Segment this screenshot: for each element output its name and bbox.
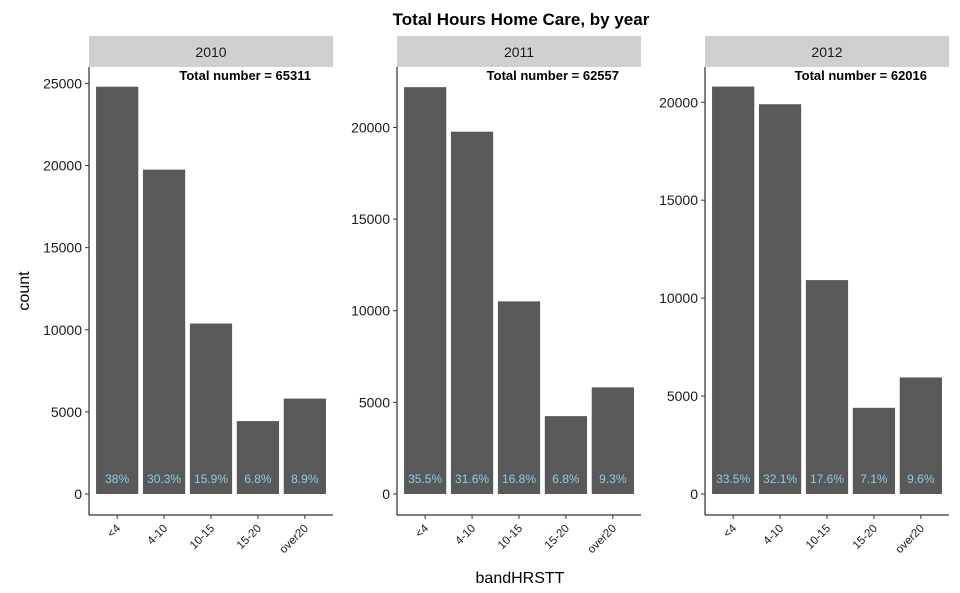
panels: 2010 0 5000 10000 15000 20000 25000 38% <4 30.3% 4…	[43, 36, 949, 556]
y-tick-label: 20000	[351, 119, 390, 135]
panel-2012: 2012 0 5000 10000 15000 20000 33.5% <4 32.1% 4-10…	[659, 36, 949, 556]
x-tick-label: 10-15	[188, 523, 217, 552]
pct-label: 6.8%	[552, 472, 580, 486]
pct-label: 17.6%	[810, 472, 844, 486]
pct-label: 32.1%	[763, 472, 797, 486]
y-tick-label: 0	[690, 486, 698, 502]
x-tick-label: <4	[414, 522, 432, 540]
facet-strip	[89, 36, 333, 67]
total-annotation: Total number = 62557	[487, 68, 619, 83]
x-tick-label: <4	[722, 522, 740, 540]
pct-label: 16.8%	[502, 472, 536, 486]
y-tick-label: 15000	[659, 192, 698, 208]
x-tick-label: 4-10	[453, 523, 478, 548]
y-tick-label: 0	[74, 486, 82, 502]
x-tick-label: <4	[106, 522, 124, 540]
pct-label: 35.5%	[408, 472, 442, 486]
bar-4-10	[142, 169, 186, 494]
facet-label: 2012	[811, 44, 842, 60]
x-tick-label: 15-20	[543, 523, 572, 552]
bar-4-10	[450, 131, 494, 495]
x-tick-label: over20	[586, 523, 619, 556]
y-tick-label: 15000	[351, 211, 390, 227]
bar-15-20	[852, 407, 896, 494]
pct-label: 9.6%	[907, 472, 935, 486]
bar-<4	[712, 86, 755, 494]
y-tick-label: 20000	[659, 94, 698, 110]
facet-label: 2011	[504, 44, 534, 60]
x-tick-label: 15-20	[851, 523, 880, 552]
x-tick-label: over20	[278, 523, 311, 556]
y-tick-label: 10000	[351, 303, 390, 319]
bar-15-20	[236, 421, 280, 494]
y-tick-label: 20000	[43, 158, 82, 174]
bar-<4	[96, 86, 139, 494]
y-tick-label: 5000	[667, 388, 698, 404]
facet-strip	[397, 36, 641, 67]
x-tick-label: 4-10	[761, 523, 786, 548]
panel-2011: 2011 0 5000 10000 15000 20000 35.5% <4 31.6% 4-10…	[351, 36, 641, 556]
pct-label: 9.3%	[599, 472, 627, 486]
bar-over20	[899, 377, 942, 494]
x-axis-title: bandHRSTT	[476, 570, 565, 587]
y-tick-label: 15000	[43, 240, 82, 256]
total-annotation: Total number = 62016	[795, 68, 927, 83]
facet-label: 2010	[195, 44, 226, 60]
pct-label: 30.3%	[147, 472, 181, 486]
facet-strip	[705, 36, 949, 67]
y-tick-label: 10000	[659, 290, 698, 306]
y-tick-label: 25000	[43, 75, 82, 91]
bar-over20	[283, 398, 326, 494]
bar-4-10	[758, 104, 802, 494]
bar-10-15	[497, 301, 541, 494]
panel-2010: 2010 0 5000 10000 15000 20000 25000 38% <4 30.3% 4…	[43, 36, 333, 556]
bar-<4	[404, 87, 447, 494]
x-tick-label: 10-15	[804, 523, 833, 552]
total-annotation: Total number = 65311	[179, 68, 311, 83]
x-tick-label: 15-20	[235, 523, 264, 552]
y-tick-label: 0	[382, 486, 390, 502]
x-tick-label: over20	[894, 523, 927, 556]
pct-label: 31.6%	[455, 472, 489, 486]
y-axis-title: count	[16, 271, 33, 311]
pct-label: 8.9%	[291, 472, 319, 486]
bar-10-15	[805, 280, 849, 494]
x-tick-label: 10-15	[496, 523, 525, 552]
bar-10-15	[189, 323, 233, 494]
bar-15-20	[544, 416, 588, 494]
y-tick-label: 5000	[359, 394, 390, 410]
x-tick-label: 4-10	[145, 523, 170, 548]
pct-label: 7.1%	[860, 472, 888, 486]
y-tick-label: 5000	[51, 404, 82, 420]
pct-label: 6.8%	[244, 472, 272, 486]
bar-over20	[591, 387, 634, 494]
pct-label: 33.5%	[716, 472, 750, 486]
chart-title: Total Hours Home Care, by year	[393, 10, 650, 29]
y-tick-label: 10000	[43, 322, 82, 338]
pct-label: 38%	[105, 472, 129, 486]
pct-label: 15.9%	[194, 472, 228, 486]
